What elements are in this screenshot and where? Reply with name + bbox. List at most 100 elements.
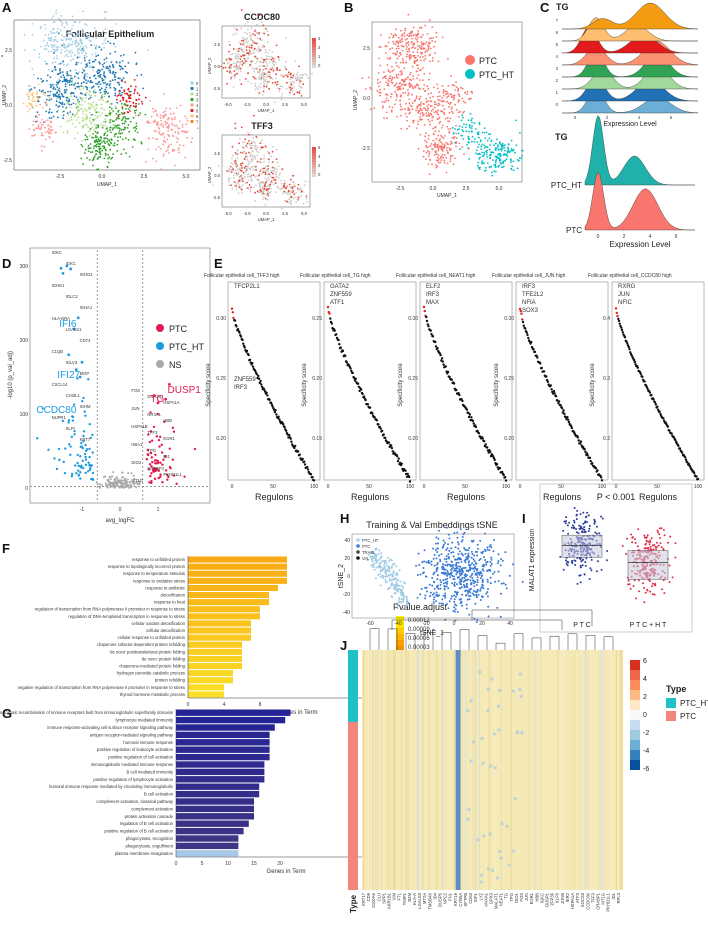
umap-point [457,111,460,114]
rss-point [298,453,301,456]
feature-title-tff3: TFF3 [251,121,273,131]
umap-point [396,96,398,98]
feature-point [240,191,243,194]
volcano-point [149,451,152,455]
feature-point [266,157,269,160]
umap-point [55,49,58,52]
umap-point [115,61,118,64]
feature-point [230,72,233,75]
umap-point [55,98,58,100]
rss-panels: Follicular epithelial cell_TFF3 highTFCP… [204,273,705,502]
umap-point [389,75,392,78]
umap-point [170,143,173,146]
go-term-label: positive regulation of leukocyte activat… [97,747,174,752]
umap-point [103,140,106,143]
umap-point [401,33,404,36]
feature-point [255,184,257,187]
umap-point [76,49,79,52]
volcano-point [111,475,114,478]
umap-point [103,90,106,93]
umap-point [62,60,65,63]
umap-point [392,69,395,71]
umap-point [453,94,456,97]
umap-point [449,117,452,120]
umap-point [77,82,79,85]
umap-point [76,119,79,121]
umap-point [186,130,189,133]
umap-point [48,132,50,135]
feature-point [251,150,254,153]
tick-label: 5.0 [301,102,307,107]
feature-point [236,55,239,58]
umap-point [432,95,434,98]
umap-point [92,136,94,139]
umap-point [52,87,55,90]
rss-ylabel: Specificity score [302,363,308,407]
legend-gradient-step [396,646,404,652]
umap-point [41,80,44,83]
umap-point [36,111,39,114]
umap-point [394,52,396,55]
umap-point [85,75,88,78]
feature-point [270,55,273,58]
feature-point [268,76,271,79]
umap-point [47,50,50,53]
umap-point [99,83,102,85]
rss-point [621,331,624,334]
umap-point [390,109,393,112]
umap-point [37,125,40,128]
rss-point [448,375,451,379]
panel-h-tsne: H Training & Val Embeddings tSNE PTC_HTP… [338,511,524,637]
feature-point [298,188,301,191]
rss-point [391,450,394,453]
feature-point [239,70,242,72]
feature-point [264,60,267,63]
umap-point [388,36,391,39]
umap-point [422,56,424,58]
tsne-point [473,570,476,573]
umap-point [435,164,437,167]
umap-ylabel: UMAP_2 [2,85,8,105]
volcano-point [164,397,168,401]
feature-point [261,44,264,47]
tick-label: 50 [462,484,468,490]
umap-point [65,64,68,67]
umap-point [159,114,162,117]
feature-point [258,78,261,81]
volcano-point [82,430,86,433]
tsne-point [460,580,462,583]
umap-point [108,95,110,98]
feature-point [298,84,300,87]
feature-point [249,154,252,157]
rss-point [576,436,580,439]
umap-point [96,136,98,139]
umap-point [106,65,108,68]
feature-point [255,31,258,34]
umap-point [427,118,430,121]
rss-point [268,398,271,401]
umap-point [169,113,172,115]
rss-point [230,307,234,310]
axis-label: Genes in Term [279,710,318,716]
umap-point [512,169,515,172]
umap-point [164,110,167,113]
feature-point [254,144,256,147]
tsne-point [444,596,447,599]
umap-point [440,100,443,102]
volcano-point [84,463,88,467]
feature-point [273,178,276,181]
umap-point [65,37,68,40]
umap-point [76,85,79,88]
umap-point [119,132,122,135]
gene-label-ptc-ht: IGHA1 [80,305,93,310]
volcano-point [91,471,95,475]
feature-point [243,44,245,46]
umap-point [442,137,445,140]
feature-point [251,178,254,181]
umap-point [405,102,408,105]
feature-point [226,82,228,85]
umap-point [77,110,80,113]
rss-point [656,408,660,411]
umap-point [181,123,184,126]
tsne-point [439,587,442,590]
